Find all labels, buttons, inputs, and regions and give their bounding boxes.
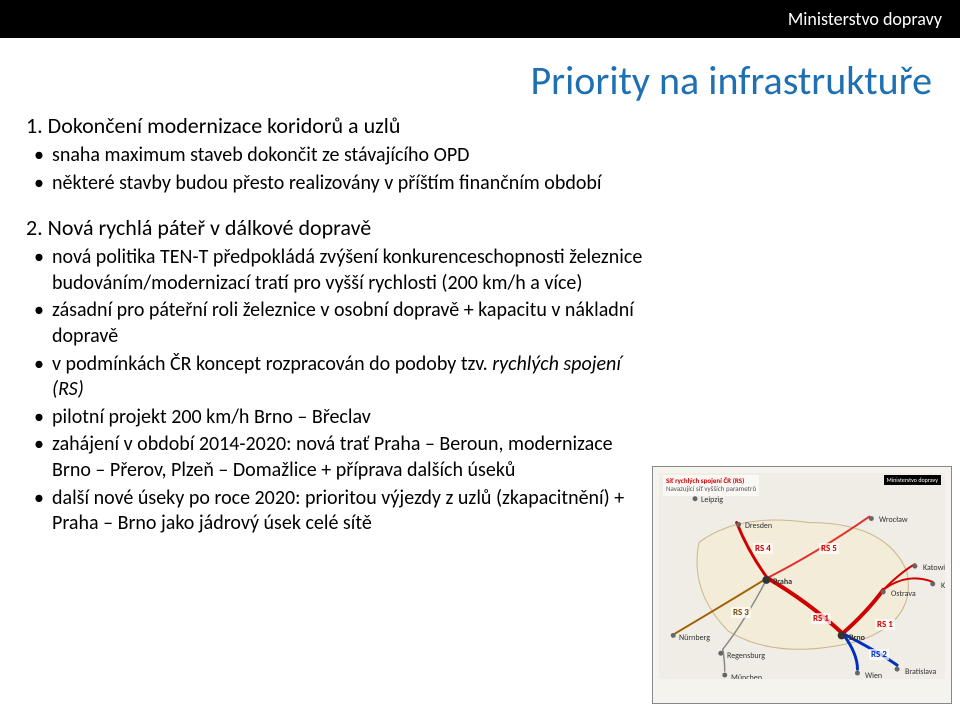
- section-2-bullets: nová politika TEN-T předpokládá zvýšení …: [26, 245, 656, 537]
- bullet: další nové úseky po roce 2020: prioritou…: [52, 486, 656, 537]
- city-label: Wien: [865, 671, 882, 679]
- map-canvas: Síť rychlých spojení ČR (RS) Navazující …: [659, 473, 945, 679]
- ministry-label: Ministerstvo dopravy: [788, 8, 942, 30]
- map-legend: Síť rychlých spojení ČR (RS) Navazující …: [663, 475, 759, 496]
- bullet: zásadní pro páteřní roli železnice v oso…: [52, 298, 656, 349]
- bullet: pilotní projekt 200 km/h Brno – Břeclav: [52, 405, 656, 431]
- city-label: Katowice: [923, 563, 945, 573]
- city-label: München: [731, 673, 762, 679]
- city-label: Wrocław: [879, 515, 908, 525]
- map-brand: Ministerstvo dopravy: [884, 475, 941, 485]
- rs-label: RS 2: [869, 649, 889, 660]
- city-label: Brno: [849, 633, 865, 643]
- city-label: Krakow: [941, 581, 945, 591]
- bullet: nová politika TEN-T předpokládá zvýšení …: [52, 245, 656, 296]
- map-rs-network: Síť rychlých spojení ČR (RS) Navazující …: [652, 466, 952, 704]
- rs-label: RS 1: [875, 619, 895, 630]
- section-1-heading: 1. Dokončení modernizace koridorů a uzlů: [26, 112, 656, 139]
- bullet: v podmínkách ČR koncept rozpracován do p…: [52, 352, 656, 403]
- section-1: 1. Dokončení modernizace koridorů a uzlů…: [26, 112, 656, 196]
- slide-content: 1. Dokončení modernizace koridorů a uzlů…: [26, 112, 656, 555]
- legend-sub: Navazující síť vyšších parametrů: [666, 485, 756, 493]
- city-label: Nürnberg: [679, 633, 710, 643]
- slide-title: Priority na infrastruktuře: [530, 56, 932, 105]
- section-2-heading: 2. Nová rychlá páteř v dálkové dopravě: [26, 214, 656, 241]
- rs-label: RS 1: [811, 613, 831, 624]
- rs-label: RS 4: [753, 543, 773, 554]
- city-label: Praha: [773, 577, 792, 587]
- city-label: Bratislava: [905, 667, 936, 677]
- city-label: Leipzig: [701, 495, 723, 505]
- rs-label: RS 3: [731, 607, 751, 618]
- section-2: 2. Nová rychlá páteř v dálkové dopravě n…: [26, 214, 656, 537]
- city-label: Ostrava: [891, 589, 916, 599]
- bullet: snaha maximum staveb dokončit ze stávají…: [52, 143, 656, 169]
- city-label: Regensburg: [727, 651, 765, 661]
- rs-label: RS 5: [819, 543, 839, 554]
- header-bar: Ministerstvo dopravy: [0, 0, 960, 38]
- bullet: některé stavby budou přesto realizovány …: [52, 171, 656, 197]
- city-label: Dresden: [745, 521, 772, 531]
- bullet: zahájení v období 2014-2020: nová trať P…: [52, 432, 656, 483]
- bullet-text: v podmínkách ČR koncept rozpracován do p…: [52, 352, 621, 402]
- section-1-bullets: snaha maximum staveb dokončit ze stávají…: [26, 143, 656, 196]
